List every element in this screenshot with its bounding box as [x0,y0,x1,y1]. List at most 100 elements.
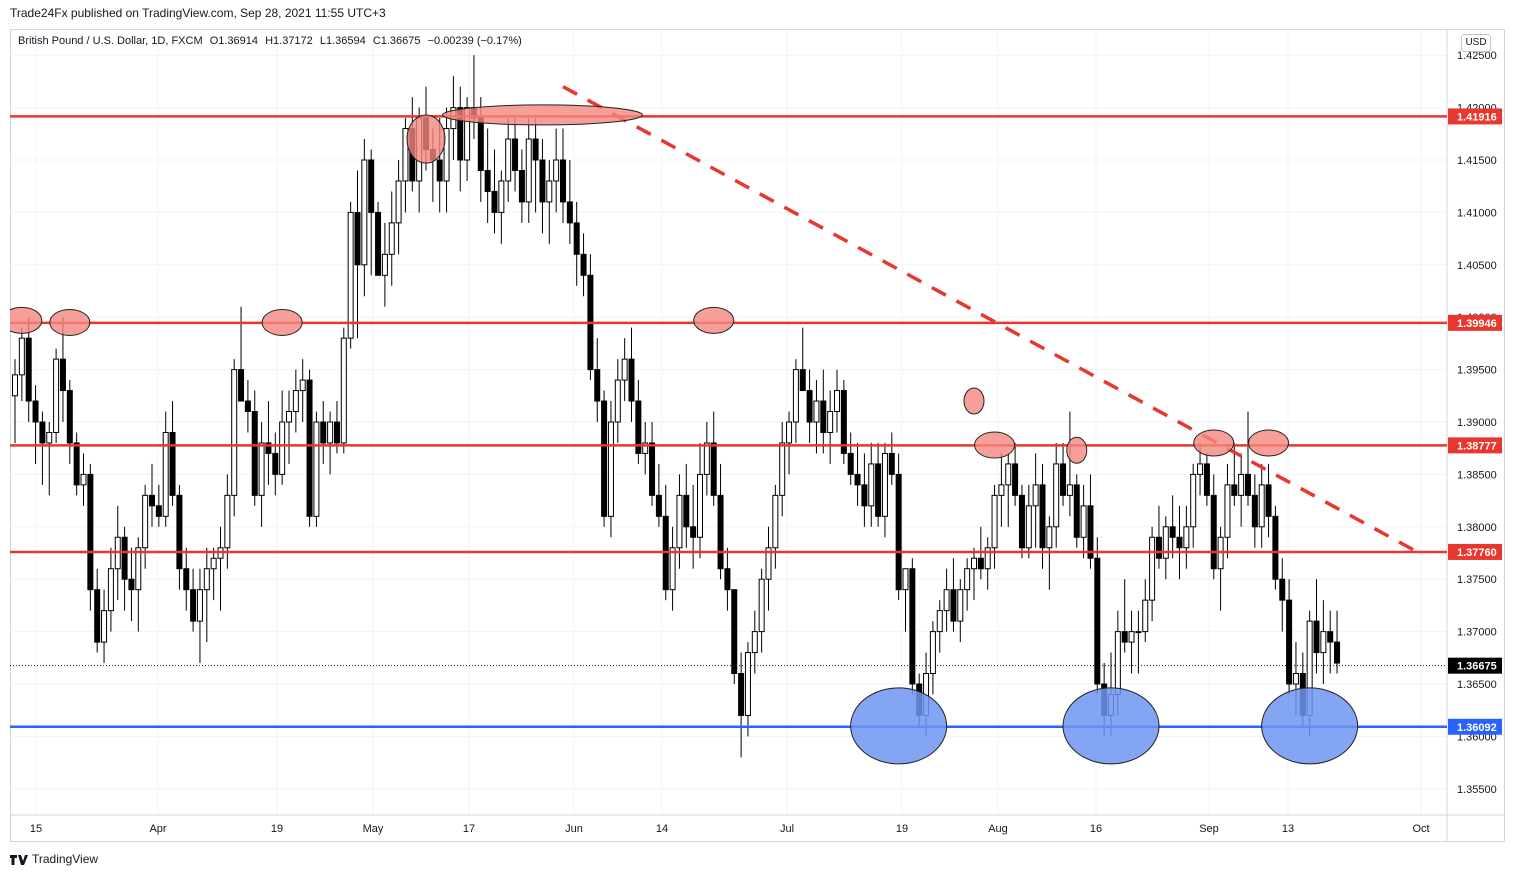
candle-body-up [553,159,560,182]
candle-body-down [724,568,731,591]
candle [32,385,39,464]
candle-body-down [128,578,135,591]
resistance-zone-ellipse[interactable] [963,387,985,415]
candle-body-up [1183,526,1190,549]
resistance-zone-ellipse[interactable] [261,308,303,336]
price-tick-label: 1.38000 [1457,522,1497,534]
candle [53,348,60,443]
time-tick-label: 16 [1090,823,1102,835]
candle [710,411,717,506]
candle-body-up [1162,526,1169,559]
candle [621,338,628,402]
candle-body-down [183,568,190,591]
candle-body-up [279,421,286,475]
price-tick-label: 1.37000 [1457,627,1497,639]
candle-body-down [354,211,361,266]
resistance-zone-ellipse[interactable] [49,308,91,336]
tradingview-brand[interactable]: TradingView [10,852,98,866]
resistance-zone-ellipse[interactable] [693,306,735,334]
currency-button[interactable]: USD [1461,34,1491,52]
price-tick-label: 1.35500 [1457,784,1497,796]
candle-body-up [991,494,998,549]
candle [703,422,710,496]
resistance-zone-ellipse[interactable] [1248,429,1290,457]
candle [751,610,758,674]
support-zone-ellipse[interactable] [850,687,948,765]
candle-body-up [827,411,834,433]
candle-body-up [1258,484,1265,528]
time-tick-label: Sep [1199,823,1219,835]
candle-body-down [436,159,443,182]
candle-body-down [25,337,32,402]
candle-body-up [669,547,676,591]
candle [888,432,895,485]
candle-body-down [1279,578,1286,601]
candle-body-down [1060,463,1067,496]
candle [532,118,539,213]
candle [505,118,512,202]
candle [1217,526,1224,611]
candle-body-up [402,128,409,182]
candle-body-down [731,589,738,675]
candle [39,411,46,485]
candle [313,411,320,527]
resistance-zone-ellipse[interactable] [1193,429,1235,457]
candle [1121,579,1128,653]
candle [368,149,375,276]
candle [875,442,882,527]
candle [279,390,286,485]
chart-frame [10,29,1505,842]
candle [909,558,916,695]
candle [820,369,827,454]
candle [1080,484,1087,559]
support-zone-ellipse[interactable] [1062,687,1160,765]
candle-body-down [1203,463,1210,496]
candle-body-down [1073,484,1080,538]
candle-body-up [697,473,703,538]
candle-body-up [224,494,231,549]
support-zone-ellipse[interactable] [1261,687,1359,765]
candle-body-up [210,557,217,570]
candle [669,526,676,611]
candle-body-up [779,442,786,496]
candle-body-down [1272,515,1279,580]
candle-body-down [375,211,382,276]
candle-body-down [573,222,580,255]
candle [272,432,279,496]
candle-body-down [717,494,724,570]
level-price-label: 1.41916 [1448,108,1502,125]
candle [649,422,656,506]
candle [724,547,731,611]
legend-symbol: British Pound / U.S. Dollar, 1D, FXCM [18,35,203,47]
resistance-zone-ellipse[interactable] [2,306,43,334]
candle [395,160,402,255]
candle [1238,453,1245,527]
resistance-zone-ellipse[interactable] [441,104,643,126]
candle-body-down [950,589,957,622]
time-tick-label: Oct [1412,823,1429,835]
candle-body-up [1190,473,1197,528]
candle [1155,505,1162,569]
candle [1162,516,1169,580]
candle-body-up [142,494,149,549]
trendline-dashed[interactable] [562,85,1421,555]
candle [943,568,950,632]
candle-body-down [238,369,245,402]
candle [881,442,888,538]
candle [306,369,313,527]
resistance-zone-ellipse[interactable] [406,114,446,164]
candle-body-down [1155,536,1162,559]
candle [1005,453,1012,527]
candle-body-down [155,505,162,517]
candle [142,484,149,569]
candle [587,254,594,381]
candle [607,401,614,538]
candle-body-down [799,369,806,392]
candle-body-down [39,421,46,444]
resistance-zone-ellipse[interactable] [1066,436,1088,464]
candle-body-down [251,411,258,496]
candle [840,380,847,464]
candle [806,369,813,443]
resistance-zone-ellipse[interactable] [974,431,1016,459]
